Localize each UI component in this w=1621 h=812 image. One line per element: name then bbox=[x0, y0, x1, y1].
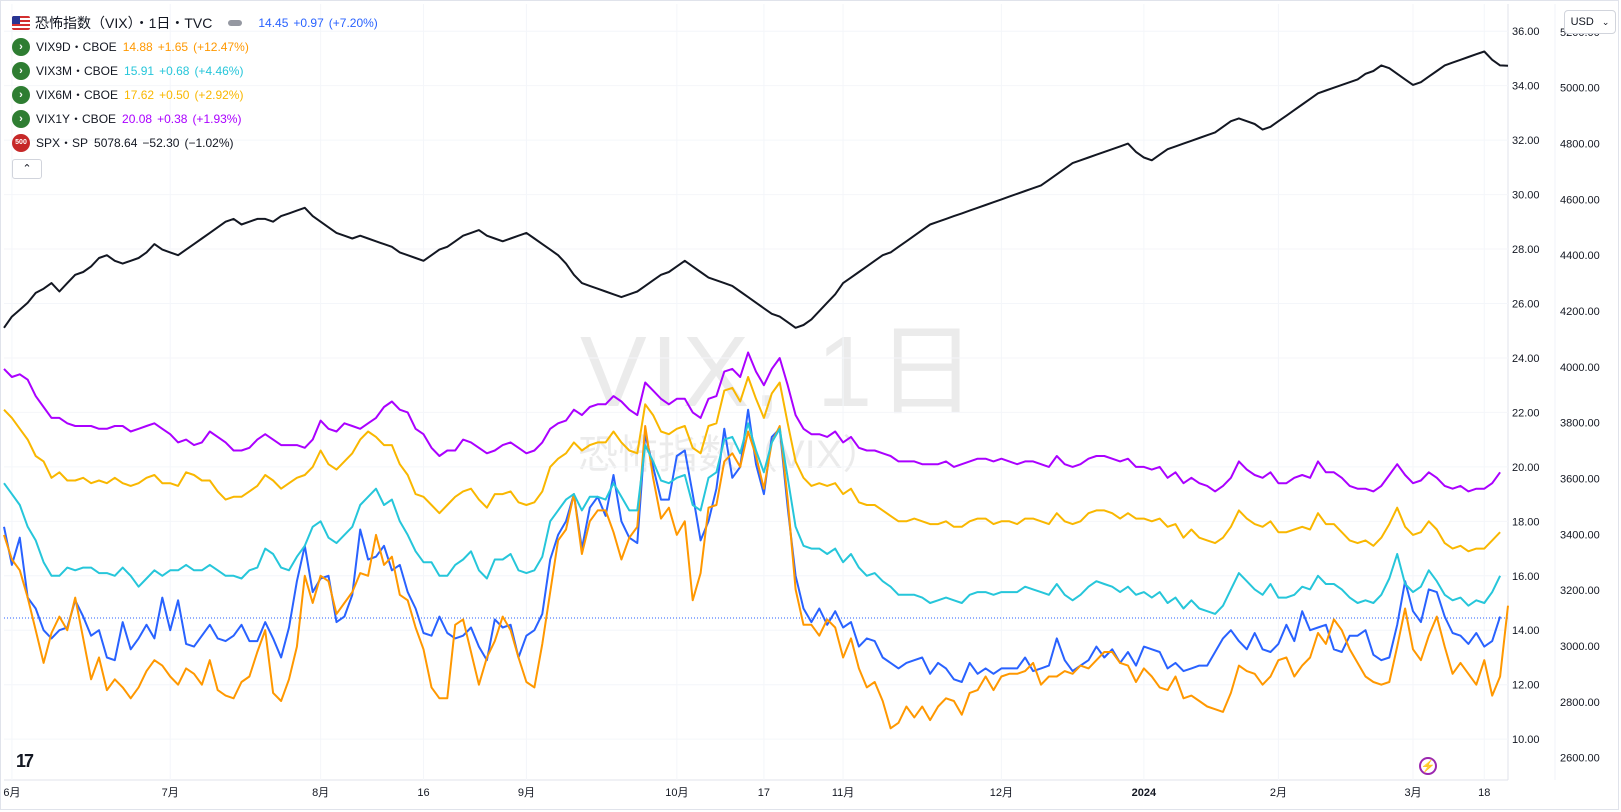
time-tick-label: 10月 bbox=[665, 787, 688, 799]
legend-row-vix3m[interactable]: › VIX3M・CBOE 15.91 +0.68 (+4.46%) bbox=[12, 59, 383, 83]
time-tick-label: 17 bbox=[758, 787, 770, 799]
legend-change-pct: (−1.02%) bbox=[184, 136, 234, 150]
green-arrow-icon: › bbox=[12, 86, 30, 104]
price-tick-label: 16.00 bbox=[1512, 571, 1540, 583]
spx-tick-label: 4800.00 bbox=[1560, 139, 1600, 151]
green-arrow-icon: › bbox=[12, 62, 30, 80]
main-change-pct: (+7.20%) bbox=[328, 16, 378, 30]
price-tick-label: 14.00 bbox=[1512, 625, 1540, 637]
legend-change-pct: (+4.46%) bbox=[194, 64, 244, 78]
time-tick-label: 9月 bbox=[518, 787, 535, 799]
price-tick-label: 28.00 bbox=[1512, 244, 1540, 256]
time-tick-label: 8月 bbox=[312, 787, 329, 799]
spx-tick-label: 3000.00 bbox=[1560, 641, 1600, 653]
tradingview-logo[interactable]: 17 bbox=[16, 751, 34, 771]
legend-change: +0.50 bbox=[159, 88, 190, 102]
spx-tick-label: 3400.00 bbox=[1560, 529, 1600, 541]
spx-tick-label: 2600.00 bbox=[1560, 753, 1600, 765]
legend-change: +1.65 bbox=[157, 40, 189, 54]
green-arrow-icon: › bbox=[12, 110, 30, 128]
series-line-vix6m bbox=[3, 376, 1501, 553]
price-tick-label: 34.00 bbox=[1512, 81, 1540, 93]
chevron-down-icon: ⌄ bbox=[1601, 16, 1610, 27]
time-tick-label: 12月 bbox=[990, 787, 1013, 799]
legend-symbol: SPX・SP bbox=[36, 136, 89, 150]
legend-symbol: VIX3M・CBOE bbox=[36, 64, 119, 78]
spx-tick-label: 4400.00 bbox=[1560, 250, 1600, 262]
legend-last: 15.91 bbox=[124, 64, 155, 78]
main-last: 14.45 bbox=[258, 16, 289, 30]
time-tick-label: 3月 bbox=[1404, 787, 1421, 799]
spx-tick-label: 5000.00 bbox=[1560, 83, 1600, 95]
time-tick-label: 6月 bbox=[3, 787, 20, 799]
spx-tick-label: 3600.00 bbox=[1560, 474, 1600, 486]
legend-row-vix1y[interactable]: › VIX1Y・CBOE 20.08 +0.38 (+1.93%) bbox=[12, 107, 383, 131]
price-tick-label: 26.00 bbox=[1512, 299, 1540, 311]
legend: 恐怖指数（VIX）・1日・TVC 14.45 +0.97 (+7.20%) › … bbox=[12, 11, 383, 179]
legend-change: +0.38 bbox=[157, 112, 188, 126]
legend-row-vix6m[interactable]: › VIX6M・CBOE 17.62 +0.50 (+2.92%) bbox=[12, 83, 383, 107]
series-line-vix bbox=[3, 408, 1502, 683]
spx-500-icon: 500 bbox=[12, 134, 30, 152]
spx-tick-label: 4600.00 bbox=[1560, 194, 1600, 206]
price-tick-label: 22.00 bbox=[1512, 407, 1540, 419]
price-tick-label: 24.00 bbox=[1512, 353, 1540, 365]
legend-symbol: VIX9D・CBOE bbox=[36, 40, 117, 54]
legend-last: 20.08 bbox=[122, 112, 153, 126]
time-tick-label: 2月 bbox=[1270, 787, 1287, 799]
spx-tick-label: 3200.00 bbox=[1560, 585, 1600, 597]
currency-selector[interactable]: USD ⌄ bbox=[1564, 10, 1616, 34]
green-arrow-icon: › bbox=[12, 38, 30, 56]
price-tick-label: 20.00 bbox=[1512, 462, 1540, 474]
series-line-spx bbox=[3, 50, 1509, 329]
price-tick-label: 32.00 bbox=[1512, 135, 1540, 147]
chevron-up-icon: ⌃ bbox=[22, 163, 32, 175]
currency-label: USD bbox=[1570, 16, 1594, 28]
legend-main[interactable]: 恐怖指数（VIX）・1日・TVC 14.45 +0.97 (+7.20%) bbox=[12, 11, 383, 35]
legend-symbol: VIX1Y・CBOE bbox=[36, 112, 117, 126]
price-tick-label: 12.00 bbox=[1512, 680, 1540, 692]
price-tick-label: 36.00 bbox=[1512, 26, 1540, 38]
legend-last: 14.88 bbox=[122, 40, 153, 54]
series-line-vix3m bbox=[3, 422, 1501, 615]
legend-change-pct: (+12.47%) bbox=[193, 40, 249, 54]
legend-change: −52.30 bbox=[142, 136, 180, 150]
us-flag-icon bbox=[12, 16, 30, 30]
legend-change: +0.68 bbox=[159, 64, 190, 78]
time-tick-label: 2024 bbox=[1132, 787, 1157, 799]
series-line-vix1y bbox=[3, 351, 1501, 493]
legend-change-pct: (+1.93%) bbox=[192, 112, 242, 126]
legend-last: 5078.64 bbox=[94, 136, 138, 150]
collapse-legend-button[interactable]: ⌃ bbox=[12, 159, 42, 179]
price-tick-label: 18.00 bbox=[1512, 516, 1540, 528]
time-tick-label: 11月 bbox=[832, 787, 854, 799]
spx-tick-label: 3800.00 bbox=[1560, 418, 1600, 430]
legend-change-pct: (+2.92%) bbox=[194, 88, 244, 102]
price-tick-label: 30.00 bbox=[1512, 190, 1540, 202]
watermark-symbol: VIX, 1日 bbox=[580, 316, 981, 428]
spx-tick-label: 4200.00 bbox=[1560, 306, 1600, 318]
legend-row-spx[interactable]: 500 SPX・SP 5078.64 −52.30 (−1.02%) bbox=[12, 131, 383, 155]
spx-tick-label: 4000.00 bbox=[1560, 362, 1600, 374]
legend-last: 17.62 bbox=[124, 88, 155, 102]
price-tick-label: 10.00 bbox=[1512, 734, 1540, 746]
legend-row-vix9d[interactable]: › VIX9D・CBOE 14.88 +1.65 (+12.47%) bbox=[12, 35, 383, 59]
main-change: +0.97 bbox=[293, 16, 324, 30]
lightning-icon[interactable]: ⚡ bbox=[1419, 757, 1437, 775]
hide-icon[interactable] bbox=[228, 20, 243, 26]
legend-symbol: VIX6M・CBOE bbox=[36, 88, 119, 102]
time-tick-label: 16 bbox=[417, 787, 429, 799]
symbol-title[interactable]: 恐怖指数（VIX）・1日・TVC bbox=[35, 15, 213, 31]
spx-tick-label: 2800.00 bbox=[1560, 697, 1600, 709]
series-line-vix9d bbox=[3, 425, 1509, 730]
time-tick-label: 7月 bbox=[162, 787, 179, 799]
time-tick-label: 18 bbox=[1478, 787, 1490, 799]
